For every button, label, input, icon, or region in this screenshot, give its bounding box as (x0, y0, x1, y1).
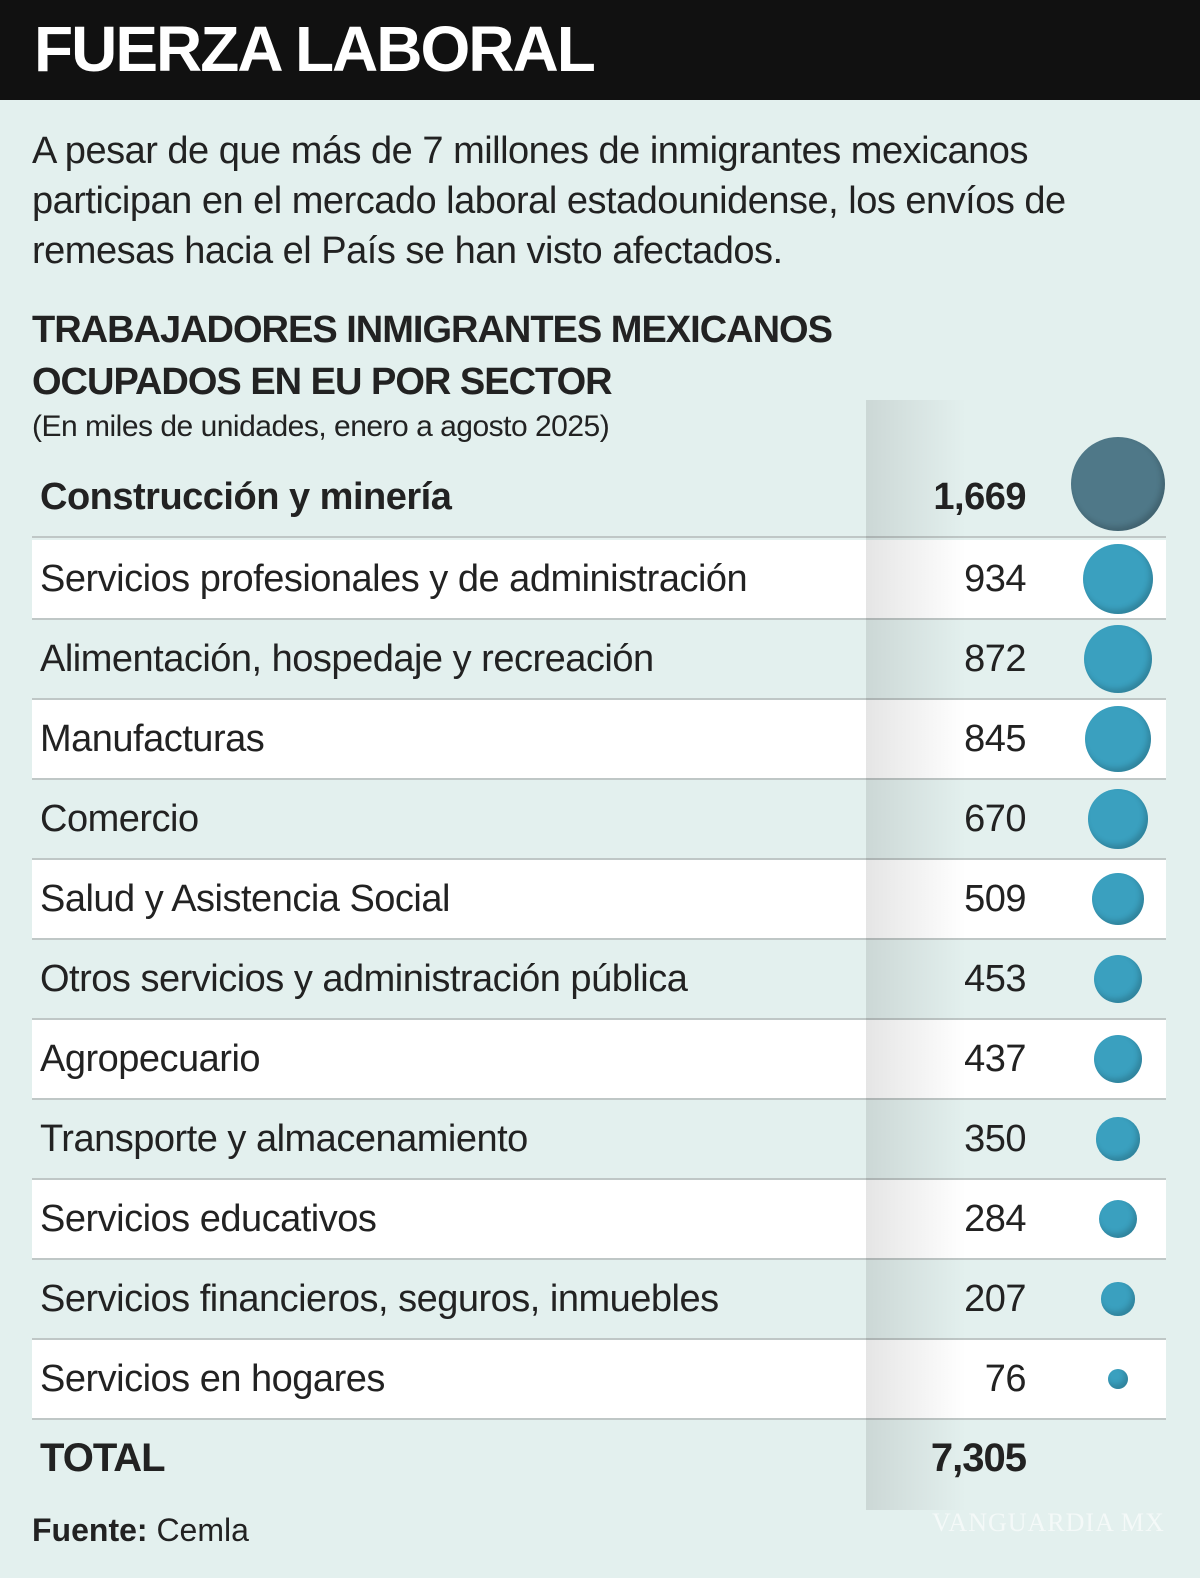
value-bubble (1093, 954, 1143, 1004)
sector-value: 76 (984, 1358, 1027, 1400)
sector-label: Agropecuario (40, 1038, 261, 1080)
sector-value: 509 (964, 878, 1026, 920)
total-label: TOTAL (40, 1436, 166, 1480)
source-label: Fuente: (32, 1512, 148, 1548)
table-row: Otros servicios y administración pública… (32, 940, 1166, 1020)
sector-value: 207 (964, 1278, 1026, 1320)
chart-title: TRABAJADORES INMIGRANTES MEXICANOS OCUPA… (32, 309, 833, 403)
table-row: Salud y Asistencia Social 509 (32, 860, 1166, 940)
sector-label: Servicios financieros, seguros, inmueble… (40, 1278, 719, 1320)
table-row: Alimentación, hospedaje y recreación 872 (32, 620, 1166, 700)
sector-label: Comercio (40, 798, 199, 840)
sector-label: Transporte y almacenamiento (40, 1118, 528, 1160)
column-shadow (866, 400, 966, 1510)
table-row: Agropecuario 437 (32, 1020, 1166, 1100)
sector-value: 845 (964, 718, 1026, 760)
source-value: Cemla (156, 1512, 249, 1548)
value-bubble (1084, 705, 1152, 773)
table-row: Transporte y almacenamiento 350 (32, 1100, 1166, 1180)
table-row: Servicios en hogares 76 (32, 1340, 1166, 1420)
value-bubble (1082, 543, 1154, 615)
table-row: Manufacturas 845 (32, 700, 1166, 780)
sector-value: 350 (964, 1118, 1026, 1160)
table-row: Construcción y minería 1,669 (32, 437, 1166, 538)
value-bubble (1092, 873, 1144, 925)
table-row: Servicios educativos 284 (32, 1180, 1166, 1260)
sector-label: Otros servicios y administración pública (40, 958, 688, 1000)
page-title: FUERZA LABORAL (34, 13, 596, 85)
sector-label: Servicios profesionales y de administrac… (40, 558, 748, 600)
value-bubble (1107, 1368, 1129, 1390)
intro-text: A pesar de que más de 7 millones de inmi… (32, 130, 1066, 272)
value-bubble (1093, 1034, 1143, 1084)
sector-value: 437 (964, 1038, 1026, 1080)
value-bubble (1084, 625, 1152, 693)
total-value: 7,305 (930, 1436, 1027, 1480)
sector-value: 284 (964, 1198, 1026, 1240)
value-bubble (1071, 437, 1165, 531)
sector-label: Servicios educativos (40, 1198, 377, 1240)
sector-label: Servicios en hogares (40, 1358, 385, 1400)
sector-value: 1,669 (933, 476, 1026, 518)
header-bar: FUERZA LABORAL (0, 0, 1200, 100)
sector-label: Construcción y minería (40, 476, 452, 518)
sector-label: Alimentación, hospedaje y recreación (40, 638, 654, 680)
sector-label: Manufacturas (40, 718, 265, 760)
value-bubble (1088, 789, 1148, 849)
watermark-logo: VANGUARDIA MX (932, 1508, 1165, 1537)
sector-value: 872 (964, 638, 1026, 680)
chart-subtitle: (En miles de unidades, enero a agosto 20… (32, 410, 610, 443)
table-row: Servicios financieros, seguros, inmueble… (32, 1260, 1166, 1340)
sector-value: 670 (964, 798, 1026, 840)
table-row: Servicios profesionales y de administrac… (32, 540, 1166, 620)
table-row: Comercio 670 (32, 780, 1166, 860)
value-bubble (1096, 1117, 1140, 1161)
total-row: TOTAL 7,305 (32, 1420, 1166, 1498)
sector-value: 453 (964, 958, 1026, 1000)
value-bubble (1098, 1199, 1138, 1239)
source: Fuente: Cemla (32, 1512, 249, 1549)
sector-label: Salud y Asistencia Social (40, 878, 450, 920)
sector-value: 934 (964, 558, 1026, 600)
value-bubble (1101, 1282, 1135, 1316)
